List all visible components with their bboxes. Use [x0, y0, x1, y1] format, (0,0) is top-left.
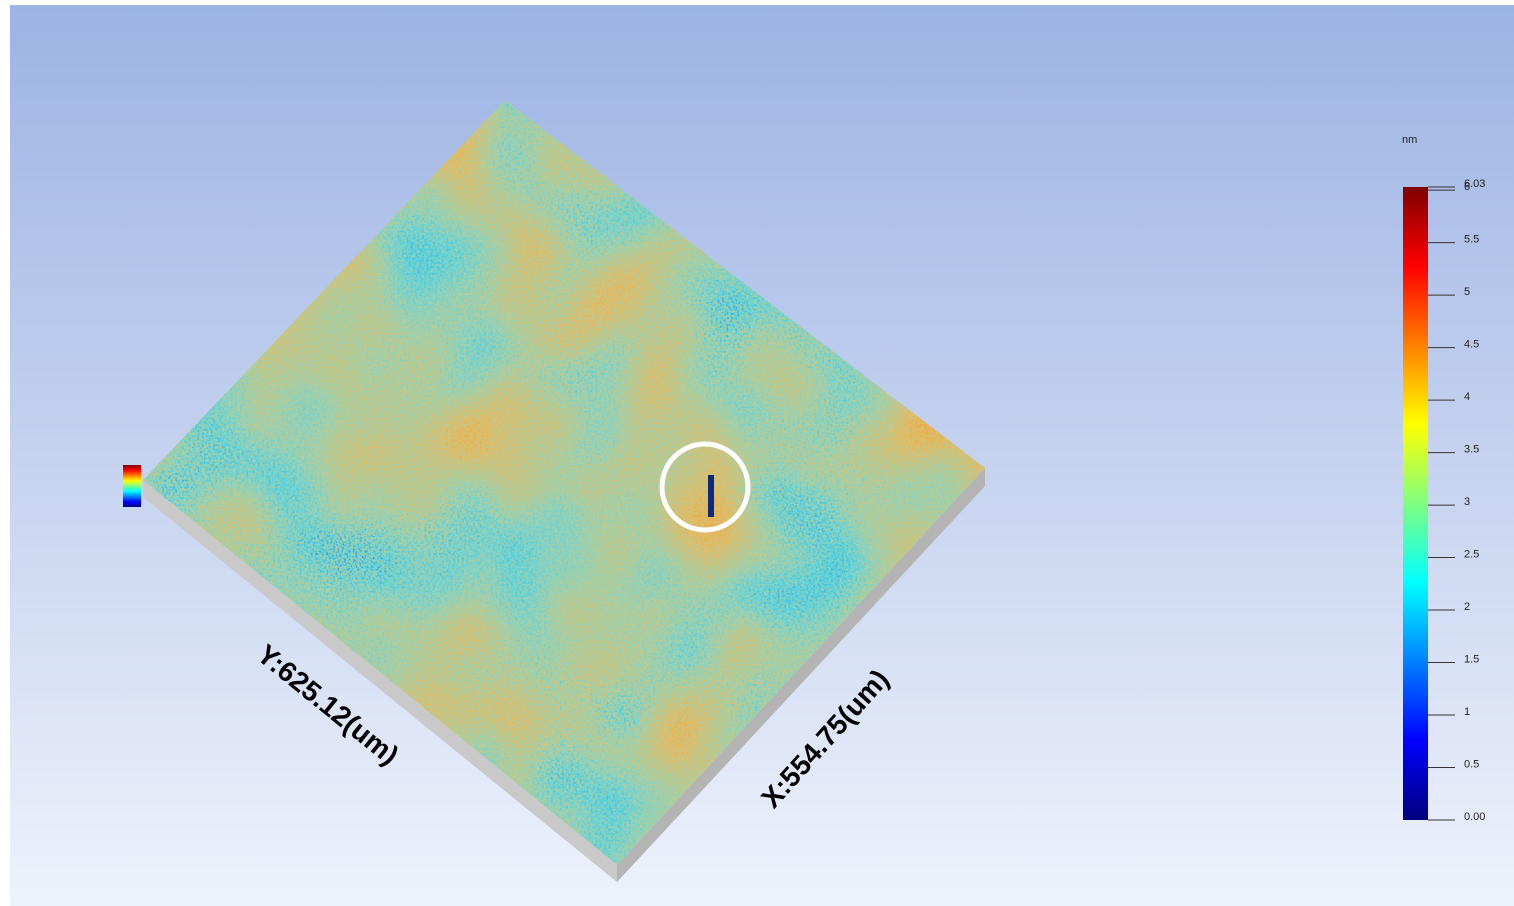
tick-label: 1.5: [1464, 653, 1479, 665]
colorbar-unit: nm: [1402, 134, 1417, 146]
tick-label: 3: [1464, 496, 1470, 508]
tick-label: 1: [1464, 706, 1470, 718]
viewer: Y:625.12(um) X:554.75(um) nm 0.000.511.5…: [0, 0, 1514, 906]
tick-label: 2.5: [1464, 548, 1479, 560]
tick-label: 0.00: [1464, 811, 1485, 823]
tick-label: 3.5: [1464, 443, 1479, 455]
page: {"surface": {"x_label": "X:554.75(um)", …: [0, 0, 1514, 906]
tick-label: 2: [1464, 601, 1470, 613]
tick-label: 4.5: [1464, 339, 1479, 351]
tick-label: 0.5: [1464, 758, 1479, 770]
tick-label: 6.03: [1464, 178, 1485, 190]
mini-legend: [123, 465, 141, 507]
defect: [708, 475, 714, 517]
tick-label: 4: [1464, 391, 1470, 403]
colorbar: [1403, 187, 1428, 820]
tick-label: 5.5: [1464, 234, 1479, 246]
tick-label: 5: [1464, 286, 1470, 298]
